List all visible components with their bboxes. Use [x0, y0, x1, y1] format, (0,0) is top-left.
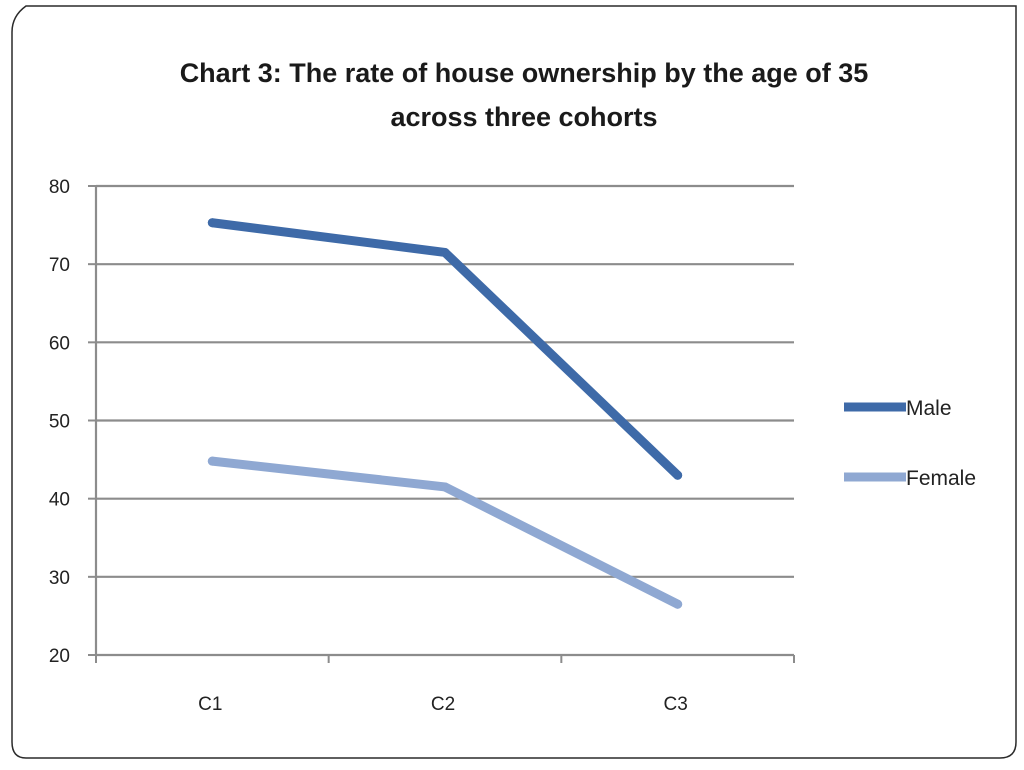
- chart-frame: Chart 3: The rate of house ownership by …: [4, 2, 1017, 759]
- data-point-female: [440, 482, 450, 492]
- y-tick-label: 50: [49, 412, 70, 433]
- x-tick-label: C1: [198, 694, 222, 715]
- chart-title-line-2: across three cohorts: [390, 102, 657, 132]
- legend: Male Female: [844, 397, 976, 490]
- data-point-female: [207, 456, 217, 466]
- x-tick-labels: C1 C2 C3: [198, 694, 688, 715]
- y-tick-label: 40: [49, 490, 70, 511]
- legend-label-male: Male: [906, 397, 952, 420]
- y-tick-label: 20: [49, 646, 70, 667]
- data-point-female: [673, 599, 683, 609]
- y-tick-labels: 80 70 60 50 40 30 20: [49, 177, 70, 667]
- slide-border: [11, 5, 1017, 759]
- y-tick-label: 80: [49, 177, 70, 198]
- y-tick-label: 60: [49, 333, 70, 354]
- data-point-male: [440, 247, 450, 257]
- series-lines: [207, 218, 683, 609]
- y-tick-label: 30: [49, 568, 70, 589]
- series-line-male: [207, 218, 683, 480]
- x-tick-label: C2: [431, 694, 455, 715]
- line-chart: Chart 3: The rate of house ownership by …: [11, 5, 1017, 759]
- gridlines: [96, 184, 794, 578]
- axes: [88, 185, 795, 663]
- legend-label-female: Female: [906, 467, 976, 490]
- x-tick-label: C3: [664, 694, 688, 715]
- y-tick-label: 70: [49, 255, 70, 276]
- data-point-male: [673, 470, 683, 480]
- data-point-male: [207, 218, 217, 228]
- chart-title-line-1: Chart 3: The rate of house ownership by …: [180, 58, 869, 88]
